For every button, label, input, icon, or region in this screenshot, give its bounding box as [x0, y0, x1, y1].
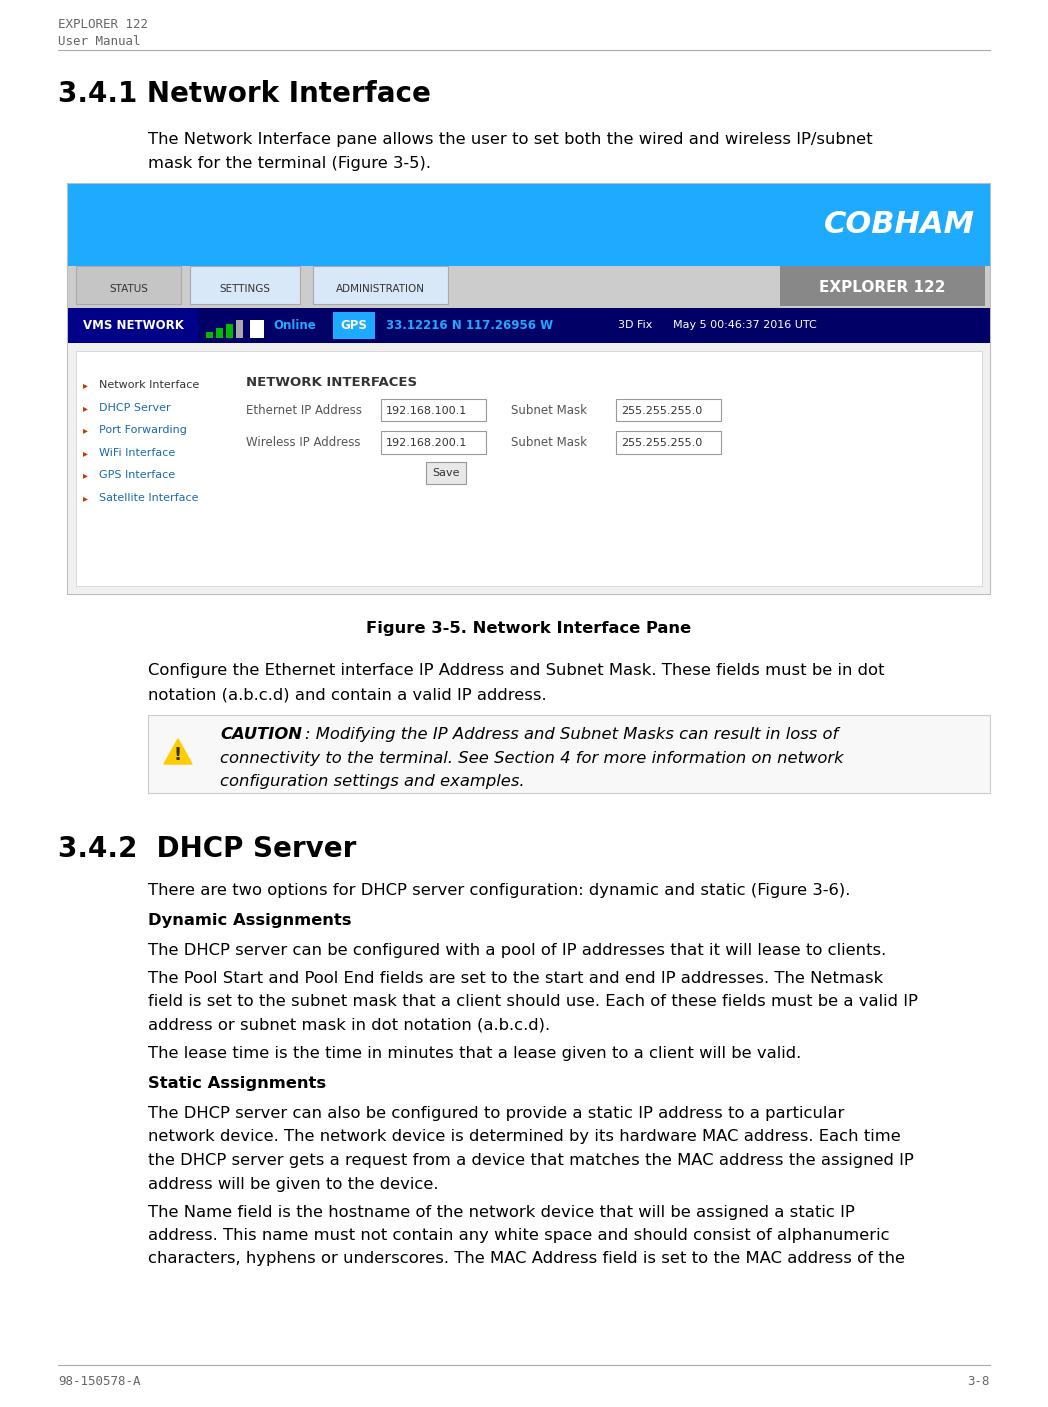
- Text: Port Forwarding: Port Forwarding: [99, 425, 187, 436]
- FancyBboxPatch shape: [250, 319, 264, 338]
- Text: User Manual: User Manual: [58, 35, 140, 48]
- Text: ▸: ▸: [83, 492, 88, 502]
- Text: Subnet Mask: Subnet Mask: [511, 436, 587, 449]
- FancyBboxPatch shape: [206, 332, 213, 338]
- FancyBboxPatch shape: [68, 266, 990, 308]
- Text: The Pool Start and Pool End fields are set to the start and end IP addresses. Th: The Pool Start and Pool End fields are s…: [148, 971, 883, 986]
- Text: Subnet Mask: Subnet Mask: [511, 404, 587, 416]
- Text: DHCP Server: DHCP Server: [99, 402, 171, 414]
- FancyBboxPatch shape: [77, 350, 982, 585]
- Text: !: !: [174, 746, 182, 764]
- Text: network device. The network device is determined by its hardware MAC address. Ea: network device. The network device is de…: [148, 1130, 900, 1144]
- FancyBboxPatch shape: [425, 461, 466, 484]
- Text: GPS Interface: GPS Interface: [99, 470, 175, 481]
- Text: ▸: ▸: [83, 380, 88, 391]
- FancyBboxPatch shape: [616, 400, 721, 422]
- Text: mask for the terminal (Figure 3-5).: mask for the terminal (Figure 3-5).: [148, 156, 431, 170]
- Text: characters, hyphens or underscores. The MAC Address field is set to the MAC addr: characters, hyphens or underscores. The …: [148, 1251, 905, 1266]
- Text: WiFi Interface: WiFi Interface: [99, 447, 175, 459]
- Text: Ethernet IP Address: Ethernet IP Address: [246, 404, 362, 416]
- FancyBboxPatch shape: [333, 311, 375, 339]
- Text: 255.255.255.0: 255.255.255.0: [621, 405, 702, 415]
- Text: Figure 3-5. Network Interface Pane: Figure 3-5. Network Interface Pane: [367, 622, 692, 636]
- Text: The DHCP server can also be configured to provide a static IP address to a parti: The DHCP server can also be configured t…: [148, 1106, 845, 1121]
- Text: ADMINISTRATION: ADMINISTRATION: [336, 283, 425, 294]
- Text: EXPLORER 122: EXPLORER 122: [820, 280, 945, 295]
- Text: address or subnet mask in dot notation (a.b.c.d).: address or subnet mask in dot notation (…: [148, 1019, 550, 1033]
- Text: SETTINGS: SETTINGS: [219, 283, 270, 294]
- Text: configuration settings and examples.: configuration settings and examples.: [220, 774, 525, 789]
- FancyBboxPatch shape: [236, 319, 243, 338]
- Text: 98-150578-A: 98-150578-A: [58, 1375, 140, 1387]
- FancyBboxPatch shape: [216, 328, 223, 338]
- FancyBboxPatch shape: [226, 324, 233, 338]
- Text: address will be given to the device.: address will be given to the device.: [148, 1176, 438, 1192]
- Text: There are two options for DHCP server configuration: dynamic and static (Figure : There are two options for DHCP server co…: [148, 884, 850, 898]
- Text: notation (a.b.c.d) and contain a valid IP address.: notation (a.b.c.d) and contain a valid I…: [148, 687, 547, 702]
- FancyBboxPatch shape: [313, 266, 447, 304]
- Text: : Modifying the IP Address and Subnet Masks can result in loss of: : Modifying the IP Address and Subnet Ma…: [305, 727, 838, 741]
- Text: 3-8: 3-8: [967, 1375, 990, 1387]
- Text: Save: Save: [432, 467, 460, 477]
- Text: ▸: ▸: [83, 402, 88, 414]
- FancyBboxPatch shape: [148, 715, 990, 794]
- Text: The Network Interface pane allows the user to set both the wired and wireless IP: The Network Interface pane allows the us…: [148, 132, 873, 146]
- Text: NETWORK INTERFACES: NETWORK INTERFACES: [246, 376, 417, 388]
- Text: Wireless IP Address: Wireless IP Address: [246, 436, 361, 449]
- Text: Dynamic Assignments: Dynamic Assignments: [148, 913, 351, 929]
- Text: The lease time is the time in minutes that a lease given to a client will be val: The lease time is the time in minutes th…: [148, 1045, 802, 1061]
- Text: CAUTION: CAUTION: [220, 727, 302, 741]
- Text: 3D Fix: 3D Fix: [618, 319, 652, 331]
- Text: 3.4.2  DHCP Server: 3.4.2 DHCP Server: [58, 834, 356, 862]
- Text: Network Interface: Network Interface: [99, 380, 199, 391]
- Text: ▸: ▸: [83, 470, 88, 481]
- Text: EXPLORER 122: EXPLORER 122: [58, 18, 148, 31]
- Text: Online: Online: [272, 318, 315, 332]
- FancyBboxPatch shape: [190, 266, 300, 304]
- FancyBboxPatch shape: [381, 432, 486, 453]
- Text: 33.12216 N 117.26956 W: 33.12216 N 117.26956 W: [386, 318, 553, 332]
- FancyBboxPatch shape: [68, 308, 990, 342]
- Text: Configure the Ethernet interface IP Address and Subnet Mask. These fields must b: Configure the Ethernet interface IP Addr…: [148, 664, 885, 678]
- Text: 192.168.100.1: 192.168.100.1: [386, 405, 467, 415]
- Text: 192.168.200.1: 192.168.200.1: [386, 438, 467, 447]
- Text: May 5 00:46:37 2016 UTC: May 5 00:46:37 2016 UTC: [673, 319, 816, 331]
- Text: address. This name must not contain any white space and should consist of alphan: address. This name must not contain any …: [148, 1228, 890, 1242]
- FancyBboxPatch shape: [68, 183, 990, 594]
- FancyBboxPatch shape: [381, 400, 486, 422]
- FancyBboxPatch shape: [780, 266, 985, 305]
- Text: Satellite Interface: Satellite Interface: [99, 492, 198, 502]
- Text: VMS NETWORK: VMS NETWORK: [83, 318, 183, 332]
- Polygon shape: [163, 739, 192, 764]
- Text: The DHCP server can be configured with a pool of IP addresses that it will lease: The DHCP server can be configured with a…: [148, 943, 887, 958]
- FancyBboxPatch shape: [68, 342, 990, 594]
- FancyBboxPatch shape: [616, 432, 721, 453]
- FancyBboxPatch shape: [68, 183, 990, 266]
- Text: the DHCP server gets a request from a device that matches the MAC address the as: the DHCP server gets a request from a de…: [148, 1152, 914, 1168]
- Text: ▸: ▸: [83, 447, 88, 459]
- Text: The Name field is the hostname of the network device that will be assigned a sta: The Name field is the hostname of the ne…: [148, 1204, 855, 1220]
- FancyBboxPatch shape: [77, 266, 181, 304]
- Text: field is set to the subnet mask that a client should use. Each of these fields m: field is set to the subnet mask that a c…: [148, 995, 918, 1009]
- Text: 255.255.255.0: 255.255.255.0: [621, 438, 702, 447]
- Text: Static Assignments: Static Assignments: [148, 1076, 326, 1090]
- Text: 3.4.1 Network Interface: 3.4.1 Network Interface: [58, 80, 431, 108]
- Text: COBHAM: COBHAM: [824, 210, 975, 239]
- FancyBboxPatch shape: [68, 308, 198, 342]
- Text: connectivity to the terminal. See Section 4 for more information on network: connectivity to the terminal. See Sectio…: [220, 750, 844, 765]
- Text: STATUS: STATUS: [109, 283, 148, 294]
- Text: GPS: GPS: [341, 318, 368, 332]
- Text: ▸: ▸: [83, 425, 88, 436]
